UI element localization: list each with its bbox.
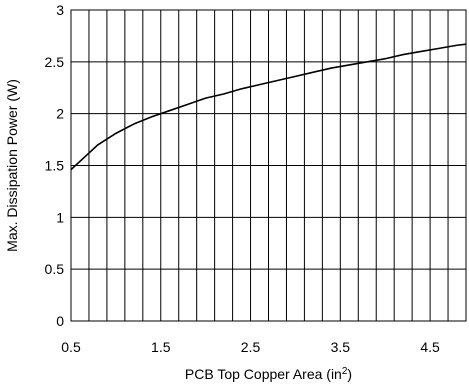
plot-frame [70,9,467,322]
y-tick-label: 2.5 [45,54,65,70]
x-tick-label: 3.5 [331,339,351,355]
x-axis-title-suffix: ) [347,366,352,382]
series-line [70,43,467,171]
x-axis-title: PCB Top Copper Area (in2) [185,366,352,383]
y-tick-label: 2 [56,106,64,122]
grid [71,10,466,321]
y-axis-title: Max. Dissipation Power (W) [4,79,20,252]
y-tick-label: 0 [56,313,64,329]
x-tick-label: 4.5 [420,339,440,355]
y-tick-label: 1.5 [45,158,65,174]
series-layer [70,43,467,171]
x-axis-title-main: PCB Top Copper Area (in [185,366,342,382]
tick-labels: 0 0.5 1 1.5 2 2.5 3 0.5 1.5 2.5 3.5 4.5 [45,2,441,355]
x-axis-title-superscript: 2 [342,366,348,377]
y-tick-label: 3 [56,2,64,18]
x-tick-label: 2.5 [241,339,261,355]
y-tick-label: 0.5 [45,261,65,277]
y-tick-label: 1 [56,209,64,225]
x-tick-label: 1.5 [151,339,171,355]
x-tick-label: 0.5 [61,339,81,355]
